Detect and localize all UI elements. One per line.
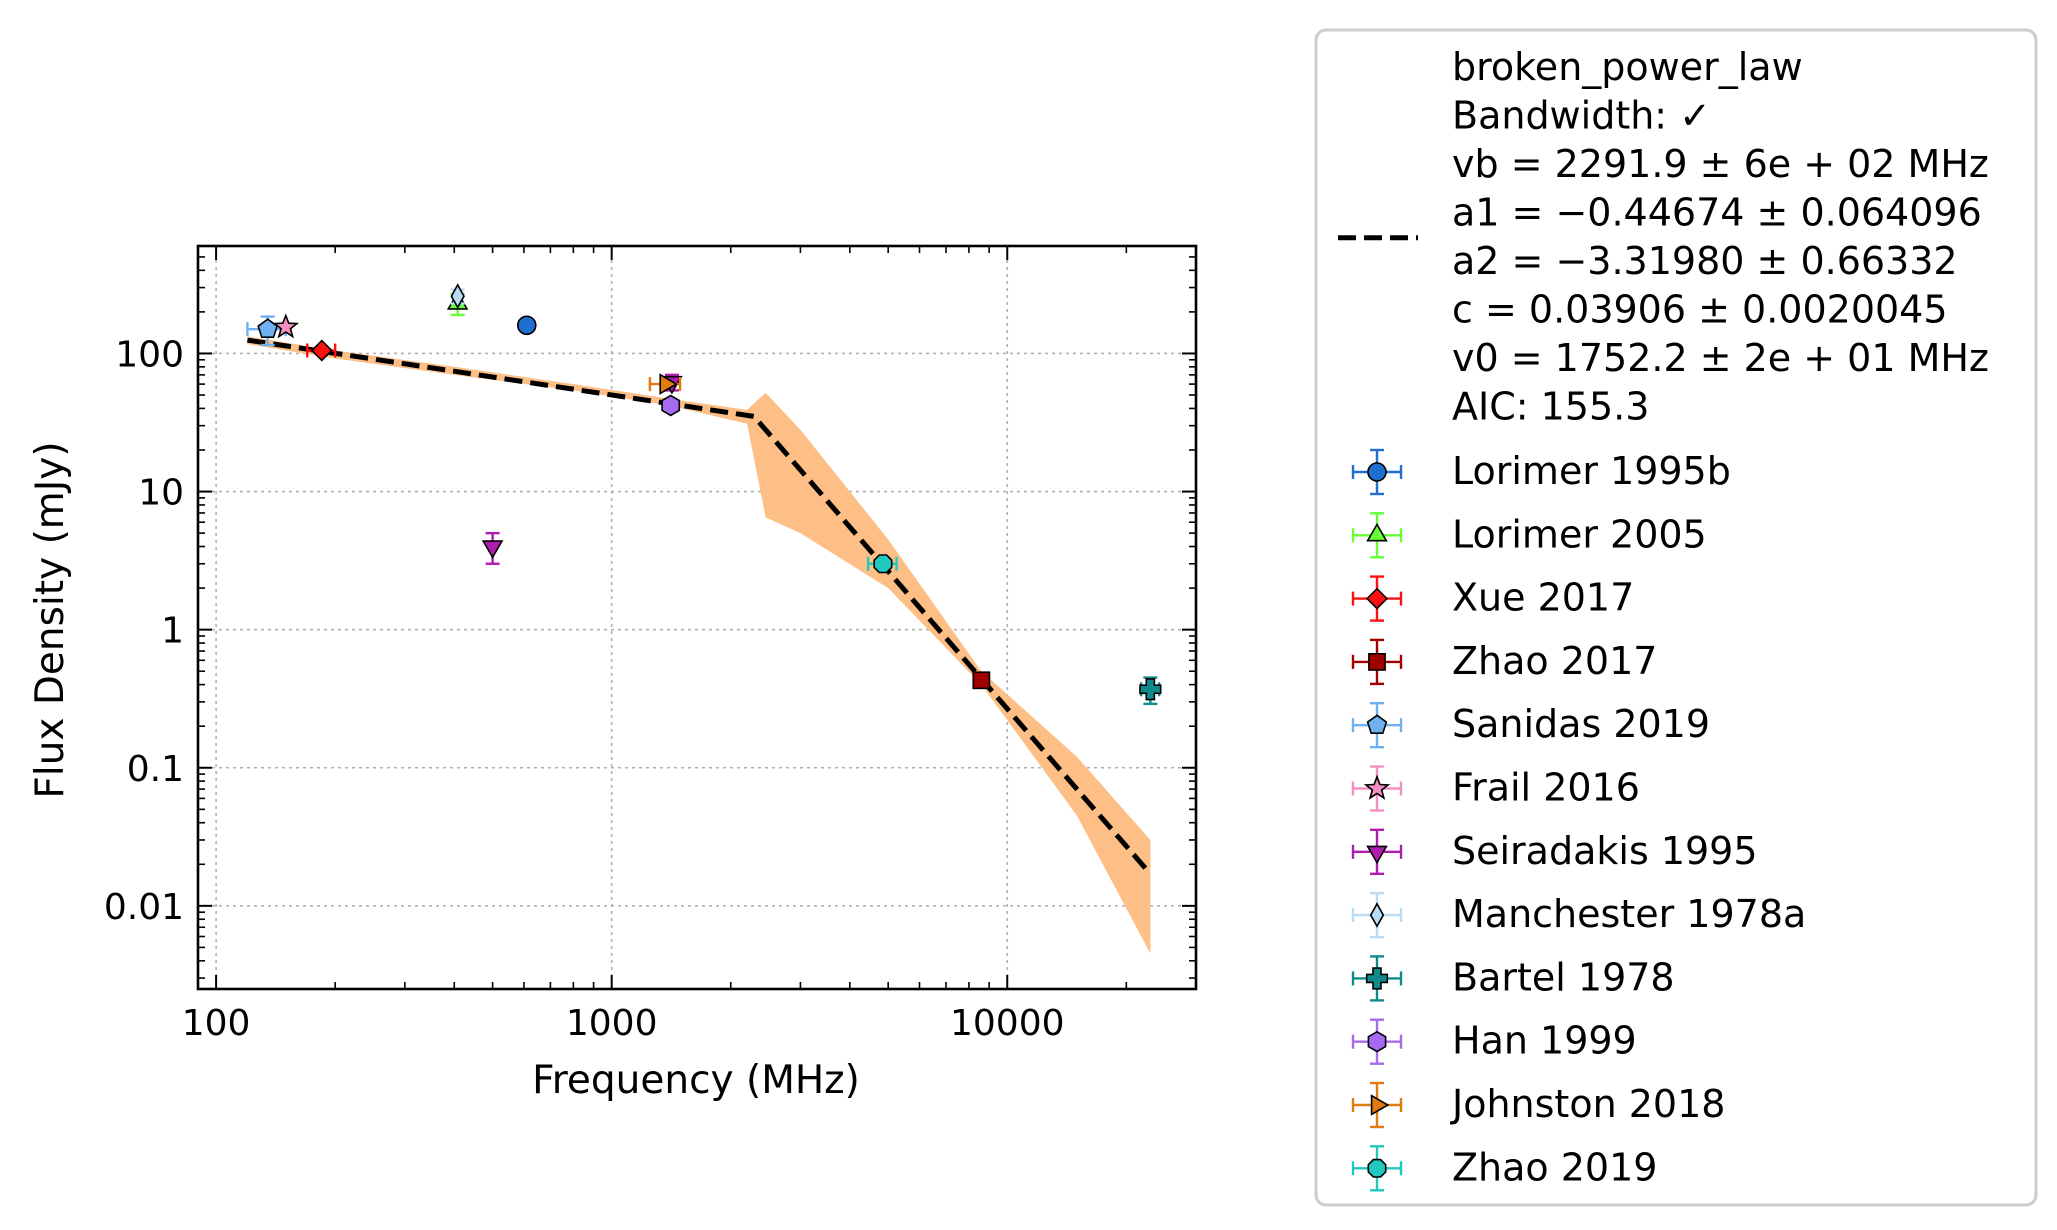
legend-label-seiradakis-1995: Seiradakis 1995 <box>1452 829 1758 873</box>
axes-frame <box>196 244 1198 991</box>
frail-2016-point <box>272 313 300 339</box>
data-points <box>246 283 1162 706</box>
legend-lorimer-2005-marker <box>1366 522 1388 542</box>
zhao-2017-point <box>972 671 991 690</box>
y-tick-label: 0.1 <box>127 749 184 790</box>
fit-curve <box>247 337 1153 876</box>
legend-fit-text: c = 0.03906 ± 0.0020045 <box>1452 288 1948 332</box>
legend-fit-text: AIC: 155.3 <box>1452 385 1649 429</box>
legend-label-han-1999: Han 1999 <box>1452 1019 1637 1063</box>
y-axis-label: Flux Density (mJy) <box>28 441 73 798</box>
legend-seiradakis-1995-marker <box>1366 845 1388 865</box>
legend-label-xue-2017: Xue 2017 <box>1452 576 1634 620</box>
x-axis-label: Frequency (MHz) <box>532 1058 860 1103</box>
legend-zhao-2017-marker <box>1368 652 1386 671</box>
legend-zhao-2019-marker <box>1367 1158 1387 1178</box>
axis-ticks: 100 1000 10000 0.01 0.1 1 10 100 <box>104 245 1197 1044</box>
y-tick-label: 100 <box>115 334 184 375</box>
x-tick-label: 100 <box>182 1003 251 1044</box>
legend-label-sanidas-2019: Sanidas 2019 <box>1452 702 1710 746</box>
legend-lorimer-1995b-marker <box>1367 462 1387 482</box>
y-tick-label: 10 <box>138 473 184 514</box>
lorimer-1995b-point <box>516 315 537 336</box>
legend-label-zhao-2017: Zhao 2017 <box>1452 639 1657 683</box>
legend-xue-2017-marker <box>1365 587 1389 610</box>
xue-2017-point <box>310 339 333 362</box>
legend-fit-text: broken_power_law <box>1452 45 1803 89</box>
legend-label-zhao-2019: Zhao 2019 <box>1452 1145 1657 1189</box>
grid <box>198 246 1196 989</box>
legend-label-johnston-2018: Johnston 2018 <box>1450 1082 1725 1126</box>
legend-fit-text: a2 = −3.31980 ± 0.66332 <box>1452 239 1958 283</box>
legend-label-lorimer-2005: Lorimer 2005 <box>1452 512 1707 556</box>
axes-border <box>196 244 1198 991</box>
x-tick-label: 1000 <box>566 1003 658 1044</box>
legend-manchester-1978a-marker <box>1369 902 1385 928</box>
seiradakis-1995-point <box>481 540 504 559</box>
legend-label-frail-2016: Frail 2016 <box>1452 766 1640 810</box>
legend-label-manchester-1978a: Manchester 1978a <box>1452 892 1806 936</box>
johnston-2018-point <box>659 373 678 395</box>
legend-fit-text: v0 = 1752.2 ± 2e + 01 MHz <box>1452 336 1989 380</box>
legend-johnston-2018-marker <box>1370 1094 1390 1116</box>
y-tick-label: 0.01 <box>104 887 184 928</box>
legend-fit-text: Bandwidth: ✓ <box>1452 94 1711 138</box>
legend-label-lorimer-1995b: Lorimer 1995b <box>1452 449 1731 493</box>
legend-fit-text: vb = 2291.9 ± 6e + 02 MHz <box>1452 142 1989 186</box>
fit-line <box>247 337 1153 876</box>
legend-han-1999-marker <box>1367 1030 1387 1053</box>
legend-box <box>1314 28 2038 1207</box>
legend-sanidas-2019-marker <box>1366 714 1388 735</box>
legend-bartel-1978-marker <box>1365 967 1389 990</box>
han-1999-point <box>661 394 681 417</box>
manchester-1978a-point <box>450 283 465 310</box>
bartel-1978-point <box>1139 678 1162 701</box>
legend: broken_power_law Bandwidth: ✓vb = 2291.9 … <box>1314 28 2038 1207</box>
legend-fit-text: a1 = −0.44674 ± 0.064096 <box>1452 191 1982 235</box>
zhao-2019-point <box>873 554 893 574</box>
legend-frail-2016-marker <box>1363 774 1391 800</box>
y-tick-label: 1 <box>161 611 184 652</box>
plot-area <box>198 246 1196 989</box>
legend-label-bartel-1978: Bartel 1978 <box>1452 955 1675 999</box>
x-tick-label: 10000 <box>950 1003 1065 1044</box>
